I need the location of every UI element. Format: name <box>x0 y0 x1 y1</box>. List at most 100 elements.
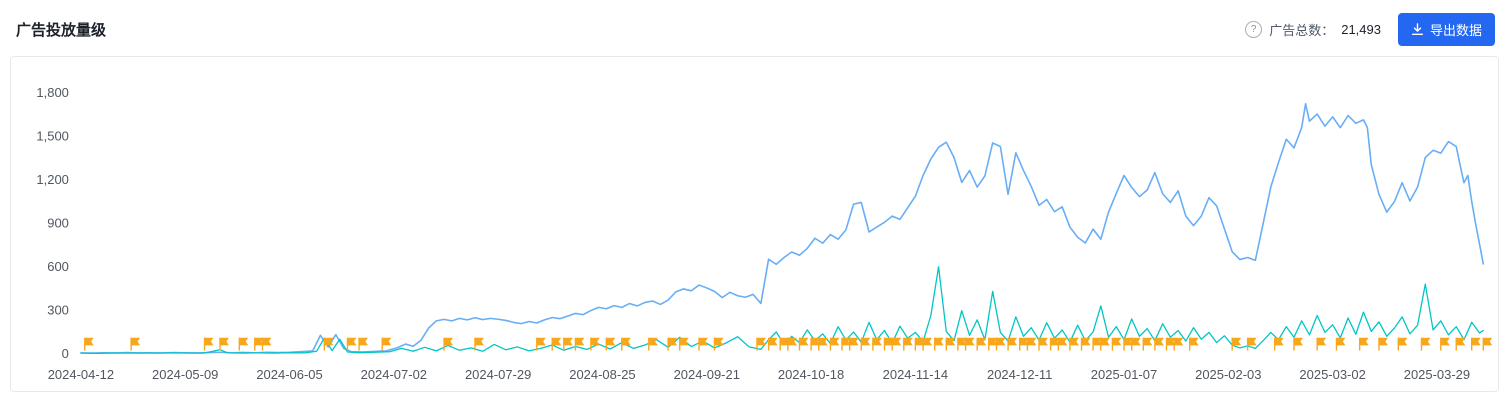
flag-icon <box>892 337 902 346</box>
flag-icon <box>923 337 933 346</box>
panel-header: 广告投放量级 ? 广告总数： 21,493 导出数据 <box>0 0 1509 56</box>
flag-icon <box>575 337 585 346</box>
svg-text:300: 300 <box>47 302 69 317</box>
panel-title: 广告投放量级 <box>16 22 107 39</box>
flag-icon <box>1293 337 1303 346</box>
flag-icon <box>787 337 797 346</box>
export-data-label: 导出数据 <box>1429 23 1482 38</box>
flag-icon <box>1100 337 1110 346</box>
flag-icon <box>219 337 229 346</box>
series-blue-line <box>80 103 1485 354</box>
flag-icon <box>621 337 631 346</box>
flag-icon <box>1008 337 1018 346</box>
flag-icon <box>648 337 658 346</box>
flag-icon <box>811 337 821 346</box>
svg-text:2025-01-07: 2025-01-07 <box>1091 367 1157 382</box>
flag-icon <box>799 337 809 346</box>
svg-text:1,200: 1,200 <box>36 172 68 187</box>
flag-icon <box>1483 337 1493 346</box>
svg-text:2024-07-29: 2024-07-29 <box>465 367 531 382</box>
x-axis-labels: 2024-04-12 2024-05-09 2024-06-05 2024-07-02… <box>48 367 1470 382</box>
flag-icon <box>996 337 1006 346</box>
svg-text:2024-11-14: 2024-11-14 <box>883 367 948 382</box>
flag-icon <box>1440 337 1450 346</box>
flag-icon <box>239 337 249 346</box>
svg-text:2024-09-21: 2024-09-21 <box>674 367 740 382</box>
svg-text:2024-07-02: 2024-07-02 <box>361 367 427 382</box>
y-axis-labels: 0 300 600 900 1,200 1,500 1,800 <box>36 85 68 361</box>
flag-icon <box>552 337 562 346</box>
flag-icon <box>934 337 944 346</box>
flag-icon <box>536 337 546 346</box>
flag-icon <box>965 337 975 346</box>
help-icon[interactable]: ? <box>1245 21 1263 38</box>
flag-icon <box>903 337 913 346</box>
flag-icon <box>1421 337 1431 346</box>
svg-text:2025-03-29: 2025-03-29 <box>1404 367 1470 382</box>
svg-text:2024-05-09: 2024-05-09 <box>152 367 218 382</box>
flag-icon <box>1189 337 1199 346</box>
download-icon <box>1411 23 1424 36</box>
flag-icon <box>1112 337 1122 346</box>
flag-icon <box>884 337 894 346</box>
flag-icon <box>668 337 678 346</box>
flag-icon <box>818 337 828 346</box>
flag-icon <box>254 337 264 346</box>
flag-icon <box>957 337 967 346</box>
svg-text:1,800: 1,800 <box>36 85 68 100</box>
flag-icon <box>830 337 840 346</box>
flag-icon <box>204 337 214 346</box>
flag-icon <box>1154 337 1164 346</box>
flag-icon <box>1081 337 1091 346</box>
ad-total-value: 21,493 <box>1341 22 1381 37</box>
flag-icon <box>714 337 724 346</box>
flag-icon <box>1336 337 1346 346</box>
flag-icon <box>1456 337 1466 346</box>
flag-icon <box>359 337 369 346</box>
svg-text:2025-02-03: 2025-02-03 <box>1195 367 1261 382</box>
flag-icon <box>1317 337 1327 346</box>
flag-icon <box>324 337 334 346</box>
flag-icon <box>849 337 859 346</box>
flag-icon <box>262 337 272 346</box>
flag-icon <box>1274 337 1284 346</box>
flag-icon <box>756 337 766 346</box>
svg-text:1,500: 1,500 <box>36 129 68 144</box>
flag-icon <box>1131 337 1141 346</box>
svg-text:2024-10-18: 2024-10-18 <box>778 367 844 382</box>
flag-icon <box>699 337 709 346</box>
series-teal-line <box>80 266 1484 354</box>
flag-icon <box>841 337 851 346</box>
flag-icon <box>861 337 871 346</box>
flag-icon <box>1143 337 1153 346</box>
ad-total-label: 广告总数： <box>1269 23 1335 38</box>
flag-icon <box>946 337 956 346</box>
flag-icon <box>780 337 790 346</box>
flag-icon <box>1039 337 1048 346</box>
flag-icon <box>1247 337 1257 346</box>
svg-text:2024-04-12: 2024-04-12 <box>48 367 114 382</box>
event-flag-markers <box>84 337 1493 351</box>
svg-text:2024-08-25: 2024-08-25 <box>569 367 635 382</box>
flag-icon <box>1027 337 1037 346</box>
flag-icon <box>1069 337 1079 346</box>
flag-icon <box>1093 337 1103 346</box>
svg-text:2025-03-02: 2025-03-02 <box>1299 367 1365 382</box>
flag-icon <box>1378 337 1388 346</box>
flag-icon <box>768 337 778 346</box>
export-data-button[interactable]: 导出数据 <box>1397 13 1495 46</box>
svg-text:900: 900 <box>47 216 69 231</box>
flag-icon <box>872 337 882 346</box>
chart-card: 0 300 600 900 1,200 1,500 1,800 2024-04-12 2024-… <box>10 56 1499 392</box>
flag-icon <box>1123 337 1133 346</box>
flag-icon <box>1166 337 1176 346</box>
flag-icon <box>563 337 573 346</box>
flag-icon <box>84 337 94 346</box>
flag-icon <box>988 337 998 346</box>
flag-icon <box>1050 337 1060 346</box>
flag-icon <box>915 337 925 346</box>
flag-icon <box>1471 337 1481 346</box>
flag-icon <box>1398 337 1408 346</box>
flag-icon <box>1174 337 1184 346</box>
